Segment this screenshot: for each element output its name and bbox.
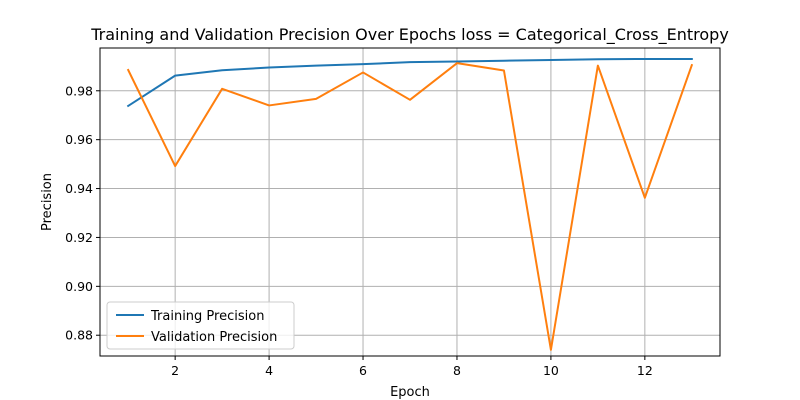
- y-tick-label: 0.96: [65, 132, 93, 147]
- x-axis-label: Epoch: [390, 385, 430, 400]
- y-axis-label: Precision: [40, 173, 55, 231]
- y-tick-label: 0.92: [65, 230, 93, 245]
- y-tick-label: 0.90: [65, 279, 93, 294]
- validation-precision-line: [126, 62, 694, 351]
- y-tick-label: 0.88: [65, 328, 93, 343]
- x-tick-label: 12: [637, 363, 653, 378]
- training-precision-line: [126, 58, 693, 108]
- x-tick-label: 4: [265, 363, 273, 378]
- y-tick-label: 0.98: [65, 83, 93, 98]
- x-tick-label: 6: [359, 363, 367, 378]
- legend-box: [106, 301, 295, 350]
- legend-label-validation: Validation Precision: [151, 330, 277, 345]
- plot-frame: [99, 47, 721, 357]
- y-tick-label: 0.94: [65, 181, 93, 196]
- x-tick-label: 2: [171, 363, 179, 378]
- chart-title: Training and Validation Precision Over E…: [90, 25, 729, 45]
- axis-ticks: 2 4 6 8 10 12 0.88 0.90 0.92 0.94 0.96 0.98: [65, 83, 653, 378]
- legend: Training Precision Validation Precision: [106, 301, 295, 350]
- legend-label-training: Training Precision: [150, 309, 264, 324]
- x-tick-label: 10: [543, 363, 559, 378]
- x-tick-label: 8: [453, 363, 461, 378]
- series-lines: [126, 58, 694, 351]
